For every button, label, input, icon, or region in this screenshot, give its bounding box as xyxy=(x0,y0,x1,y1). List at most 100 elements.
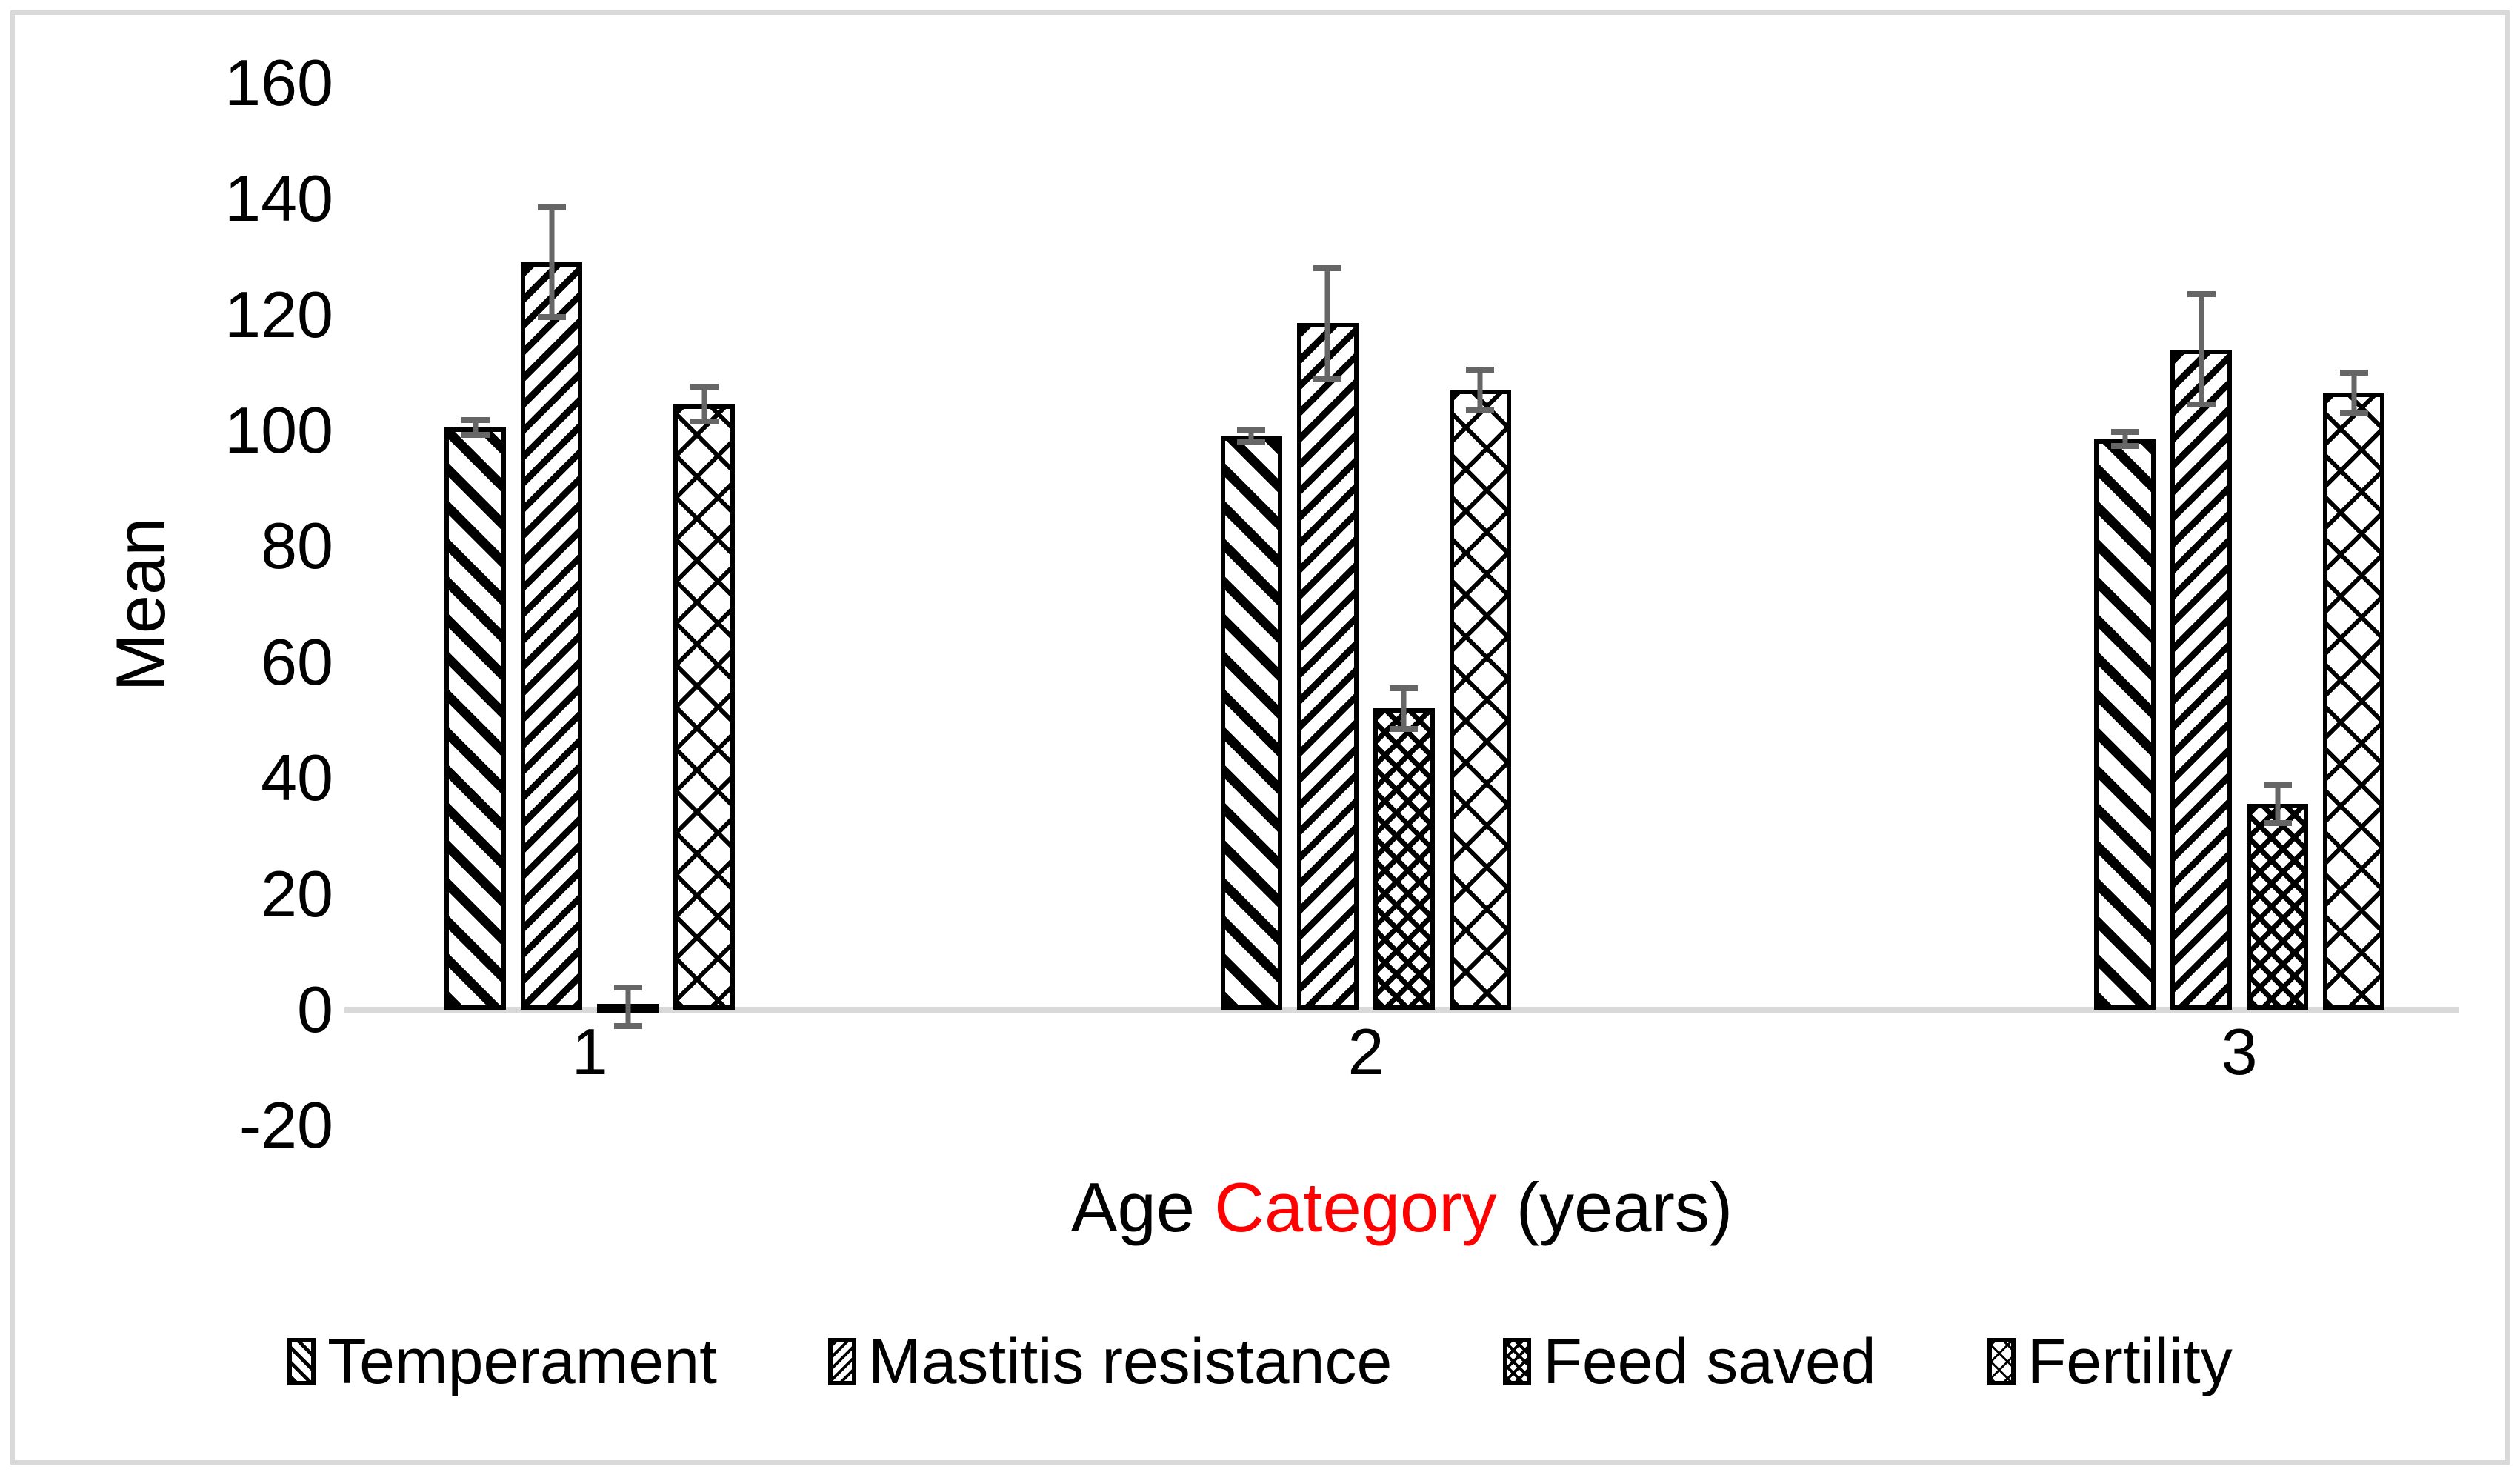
legend-item-feed: Feed saved xyxy=(1503,1325,1876,1399)
error-bar-bottom-cap xyxy=(1237,439,1266,446)
y-tick-label-100: 100 xyxy=(224,393,333,467)
error-bar-top-cap xyxy=(461,417,490,424)
x-axis-title-part-years: (years) xyxy=(1496,1168,1733,1246)
bar-fill-temperament xyxy=(2094,439,2156,1010)
error-bar-bottom-cap xyxy=(1313,375,1342,382)
chart-border xyxy=(10,10,2510,1465)
bar-fill-temperament xyxy=(1220,436,1282,1010)
error-bar-top-cap xyxy=(1237,427,1266,433)
error-bar-fertility-cat3 xyxy=(2339,369,2368,416)
error-bar-line xyxy=(701,384,707,425)
x-category-label-2: 2 xyxy=(1347,1015,1384,1088)
bar-fill-mastitis xyxy=(2170,349,2233,1010)
bar-feed-cat2 xyxy=(1373,685,1435,1010)
error-bar-line xyxy=(473,417,479,439)
bar-temperament-cat2 xyxy=(1220,427,1282,1010)
x-axis-title-part-age: Age xyxy=(1070,1168,1215,1246)
bar-temperament-cat3 xyxy=(2094,429,2156,1010)
bar-fill-fertility xyxy=(1449,390,1511,1010)
error-bar-line xyxy=(2199,291,2204,407)
bar-fertility-cat3 xyxy=(2323,369,2385,1010)
y-tick-label-80: 80 xyxy=(261,509,333,583)
x-axis-line xyxy=(344,1007,2459,1013)
error-bar-bottom-cap xyxy=(1466,407,1495,413)
error-bar-top-cap xyxy=(537,204,566,211)
error-bar-temperament-cat3 xyxy=(2110,429,2139,450)
bar-fill-feed xyxy=(1373,708,1435,1010)
error-bar-top-cap xyxy=(1466,367,1495,373)
error-bar-top-cap xyxy=(690,384,719,390)
legend-item-fertility: Fertility xyxy=(1987,1325,2233,1399)
bar-temperament-cat1 xyxy=(444,417,507,1010)
legend-item-mastitis: Mastitis resistance xyxy=(827,1325,1392,1399)
bar-fill-mastitis xyxy=(521,262,583,1010)
error-bar-mastitis-cat3 xyxy=(2187,291,2216,407)
error-bar-top-cap xyxy=(2110,429,2139,436)
bar-mastitis-cat2 xyxy=(1296,265,1359,1010)
error-bar-bottom-cap xyxy=(2263,820,2292,827)
error-bar-top-cap xyxy=(1390,685,1419,692)
bar-mastitis-cat3 xyxy=(2170,291,2233,1010)
bar-feed-cat3 xyxy=(2247,782,2309,1010)
y-tick-label-40: 40 xyxy=(261,741,333,815)
error-bar-line xyxy=(1477,367,1483,413)
y-tick-label-120: 120 xyxy=(224,277,333,351)
error-bar-bottom-cap xyxy=(2110,443,2139,450)
error-bar-top-cap xyxy=(2187,291,2216,298)
bar-group-1 xyxy=(444,204,736,1029)
error-bar-mastitis-cat2 xyxy=(1313,265,1342,382)
legend-label-temperament: Temperament xyxy=(327,1326,717,1397)
error-bar-top-cap xyxy=(1313,265,1342,272)
error-bar-line xyxy=(625,985,631,1029)
y-tick-label-0: 0 xyxy=(297,973,333,1046)
error-bar-bottom-cap xyxy=(690,419,719,425)
x-category-label-3: 3 xyxy=(2221,1015,2258,1088)
bar-group-3 xyxy=(2094,291,2385,1010)
error-bar-bottom-cap xyxy=(613,1022,642,1029)
error-bar-mastitis-cat1 xyxy=(537,204,566,321)
bar-fill-fertility xyxy=(2323,393,2385,1010)
bar-fertility-cat2 xyxy=(1449,367,1511,1010)
error-bar-feed-cat1 xyxy=(613,985,642,1029)
error-bar-top-cap xyxy=(2263,782,2292,788)
error-bar-bottom-cap xyxy=(1390,725,1419,732)
bar-fill-mastitis xyxy=(1296,323,1359,1010)
error-bar-feed-cat3 xyxy=(2263,782,2292,827)
legend-item-temperament: Temperament xyxy=(287,1325,717,1399)
y-tick-label--20: -20 xyxy=(239,1088,333,1162)
x-axis-title-part-category: Category xyxy=(1214,1168,1497,1246)
x-axis-title: Age Category (years) xyxy=(344,1163,2459,1252)
error-bar-fertility-cat2 xyxy=(1466,367,1495,413)
y-tick-label-140: 140 xyxy=(224,162,333,236)
legend-swatch-mastitis-icon xyxy=(827,1338,856,1385)
y-tick-label-20: 20 xyxy=(261,856,333,930)
bar-fill-feed xyxy=(2247,804,2309,1010)
error-bar-bottom-cap xyxy=(461,432,490,439)
error-bar-temperament-cat2 xyxy=(1237,427,1266,446)
error-bar-line xyxy=(1324,265,1330,382)
y-tick-label-60: 60 xyxy=(261,625,333,699)
legend-swatch-fertility-icon xyxy=(1987,1338,2016,1385)
legend-swatch-temperament-icon xyxy=(287,1338,316,1385)
error-bar-fertility-cat1 xyxy=(690,384,719,425)
error-bar-feed-cat2 xyxy=(1390,685,1419,732)
error-bar-line xyxy=(2122,429,2128,450)
legend-label-feed: Feed saved xyxy=(1543,1326,1876,1397)
error-bar-top-cap xyxy=(613,985,642,991)
error-bar-line xyxy=(1401,685,1407,732)
bar-feed-cat1 xyxy=(597,985,659,1029)
error-bar-line xyxy=(549,204,555,321)
error-bar-bottom-cap xyxy=(2339,410,2368,416)
error-bar-temperament-cat1 xyxy=(461,417,490,439)
error-bar-bottom-cap xyxy=(2187,401,2216,407)
error-bar-line xyxy=(2275,782,2281,827)
error-bar-line xyxy=(1248,427,1254,446)
bar-mastitis-cat1 xyxy=(521,204,583,1010)
plot-area xyxy=(344,44,2459,1029)
legend-swatch-feed-icon xyxy=(1503,1338,1532,1385)
y-tick-label-160: 160 xyxy=(224,45,333,119)
bar-fertility-cat1 xyxy=(673,384,736,1010)
bar-group-2 xyxy=(1220,265,1511,1010)
x-category-label-1: 1 xyxy=(571,1015,608,1088)
